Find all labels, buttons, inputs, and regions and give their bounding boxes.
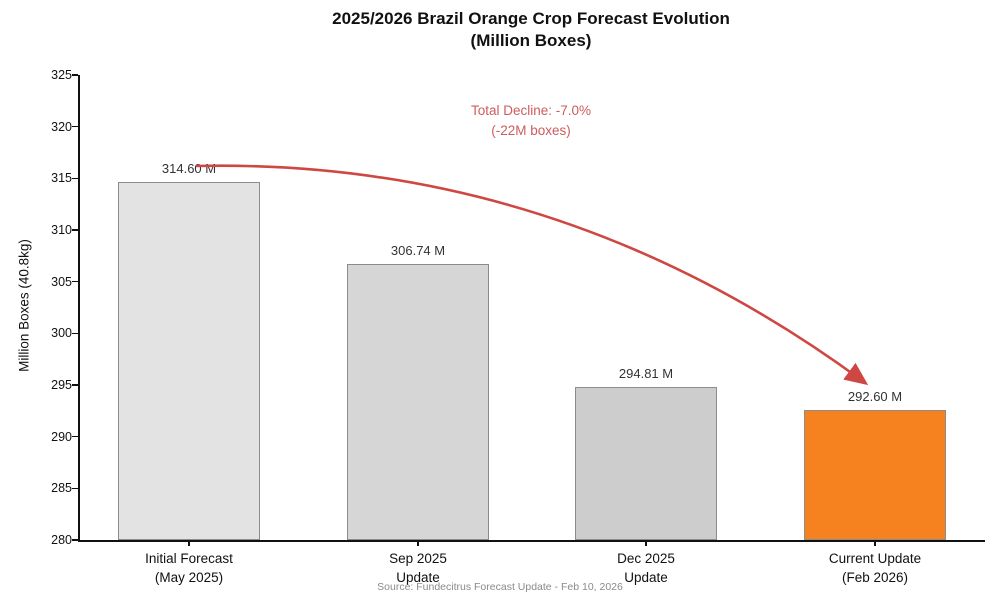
- bar: [347, 263, 489, 540]
- decline-annotation: Total Decline: -7.0% (-22M boxes): [471, 101, 591, 142]
- y-tick-label: 315: [51, 171, 72, 186]
- y-tick-label: 285: [51, 481, 72, 496]
- y-tick-mark: [72, 177, 78, 180]
- bar-value-label: 294.81 M: [618, 365, 674, 381]
- y-tick-mark: [72, 384, 78, 386]
- x-tick-mark: [188, 540, 190, 546]
- chart-title: 2025/2026 Brazil Orange Crop Forecast Ev…: [332, 8, 730, 52]
- y-tick-label: 280: [51, 533, 72, 547]
- bar: [575, 386, 717, 540]
- y-tick-label: 310: [51, 223, 72, 237]
- y-tick-mark: [72, 125, 78, 128]
- x-axis-spine: [78, 540, 985, 542]
- y-axis-spine: [78, 75, 80, 540]
- bar: [804, 409, 946, 540]
- x-tick-mark: [874, 540, 876, 546]
- y-tick-label: 320: [51, 119, 72, 134]
- y-tick-label: 295: [51, 378, 72, 392]
- y-tick-label: 300: [51, 326, 72, 341]
- decline-annotation-line1: Total Decline: -7.0%: [470, 103, 592, 118]
- y-tick-label: 325: [51, 68, 72, 82]
- y-tick-mark: [72, 539, 78, 541]
- chart-title-line1: 2025/2026 Brazil Orange Crop Forecast Ev…: [332, 9, 730, 28]
- x-tick-mark: [645, 540, 647, 546]
- bar-value-label: 306.74 M: [390, 242, 446, 258]
- y-tick-mark: [72, 280, 78, 283]
- x-tick-mark: [417, 540, 419, 546]
- x-tick-label: Sep 2025 Update: [389, 551, 447, 585]
- y-tick-label: 290: [51, 429, 72, 444]
- x-tick-label: Dec 2025 Update: [617, 551, 675, 585]
- y-tick-mark: [72, 435, 78, 438]
- y-tick-mark: [72, 74, 78, 76]
- y-tick-label: 305: [51, 274, 72, 289]
- decline-annotation-line2: (-22M boxes): [491, 123, 571, 139]
- x-tick-label: Initial Forecast (May 2025): [145, 551, 233, 585]
- bar-value-label: 292.60 M: [847, 388, 903, 404]
- source-note: Source: Fundecitrus Forecast Update - Fe…: [377, 581, 623, 593]
- x-tick-label: Current Update (Feb 2026): [828, 551, 922, 585]
- bar: [118, 182, 260, 540]
- bar-value-label: 314.60 M: [161, 161, 217, 177]
- chart-title-line2: (Million Boxes): [470, 30, 592, 50]
- plot-area: 280 285 290 295 300 305 310 315 320 325 314.60 M 3…: [51, 68, 985, 585]
- y-tick-mark: [72, 332, 78, 335]
- y-tick-mark: [72, 487, 78, 490]
- y-tick-mark: [72, 229, 78, 231]
